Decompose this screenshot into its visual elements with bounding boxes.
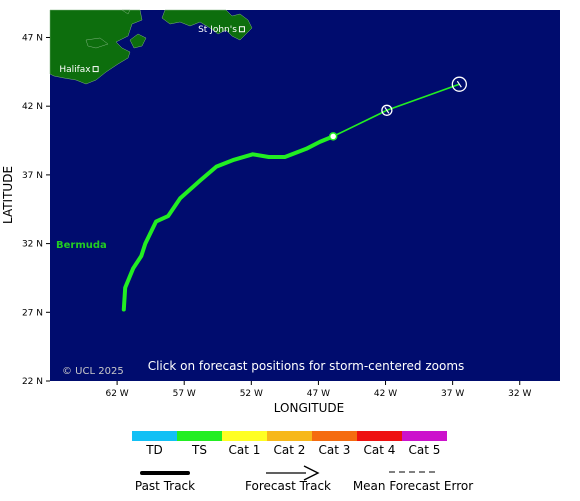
city-markers: St John's Halifax — [59, 25, 245, 75]
legend-category-label: Cat 5 — [409, 443, 441, 457]
city-marker-icon — [238, 26, 245, 33]
forecast-track-arrowhead-icon — [303, 465, 320, 481]
current-position-marker[interactable] — [328, 132, 338, 141]
newfoundland-land — [161, 9, 253, 41]
island — [121, 9, 131, 15]
legend-category-label: Cat 1 — [229, 443, 261, 457]
y-tick-label: 27 N — [22, 308, 43, 318]
forecast-point-icon[interactable] — [381, 104, 393, 116]
city-marker-icon — [92, 66, 99, 73]
y-axis-label: LATITUDE — [1, 166, 15, 224]
cape-breton-land — [129, 33, 147, 49]
pei-land — [85, 37, 109, 49]
past-track-legend-label: Past Track — [135, 479, 195, 493]
x-axis-label: LONGITUDE — [274, 401, 344, 415]
intensity-legend: TD TS Cat 1 Cat 2 Cat 3 Cat 4 Cat 5 — [132, 431, 447, 457]
legend-swatch — [312, 431, 357, 441]
forecast-point-icon[interactable] — [451, 76, 467, 92]
x-tick-label: 52 W — [240, 389, 263, 399]
click-hint-text: Click on forecast positions for storm-ce… — [148, 359, 465, 373]
x-tick-label: 42 W — [374, 389, 397, 399]
y-tick-label: 32 N — [22, 240, 43, 250]
legend-swatch — [222, 431, 267, 441]
x-tick-label: 47 W — [307, 389, 330, 399]
legend-swatch — [177, 431, 222, 441]
forecast-track-legend-label: Forecast Track — [245, 479, 331, 493]
legend-category-label: Cat 2 — [274, 443, 306, 457]
track-legend: Past Track Forecast Track Mean Forecast … — [135, 465, 473, 493]
x-tick-label: 37 W — [441, 389, 464, 399]
x-tick-label: 57 W — [173, 389, 196, 399]
x-tick-label: 62 W — [105, 389, 128, 399]
city-label: St John's — [198, 25, 237, 35]
legend-category-label: Cat 3 — [319, 443, 351, 457]
legend-category-label: Cat 4 — [364, 443, 396, 457]
bermuda-label: Bermuda — [56, 240, 107, 251]
past-track-line — [121, 134, 336, 312]
legend-swatch — [132, 431, 177, 441]
y-tick-label: 37 N — [22, 171, 43, 181]
axis-tick-labels: 62 W 57 W 52 W 47 W 42 W 37 W 32 W 47 N 42 N 37 N… — [22, 33, 531, 399]
legend-category-label: TS — [191, 443, 207, 457]
storm-symbol-icon — [384, 106, 390, 114]
copyright-text: © UCL 2025 — [62, 366, 124, 377]
forecast-positions[interactable] — [381, 76, 467, 116]
ocean-area[interactable] — [50, 10, 560, 381]
axis-ticks — [46, 36, 521, 385]
legend-swatch — [402, 431, 447, 441]
legend-category-label: TD — [145, 443, 163, 457]
x-tick-label: 32 W — [508, 389, 531, 399]
y-tick-label: 42 N — [22, 102, 43, 112]
legend-swatch — [267, 431, 312, 441]
y-tick-label: 47 N — [22, 33, 43, 43]
storm-symbol-icon — [456, 80, 462, 88]
city-label: Halifax — [59, 65, 91, 75]
mean-error-legend-label: Mean Forecast Error — [353, 479, 473, 493]
y-tick-label: 22 N — [22, 377, 43, 387]
legend-swatch — [357, 431, 402, 441]
landmass — [49, 9, 253, 85]
